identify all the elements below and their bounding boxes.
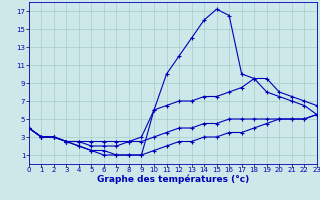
X-axis label: Graphe des températures (°c): Graphe des températures (°c) <box>97 175 249 184</box>
